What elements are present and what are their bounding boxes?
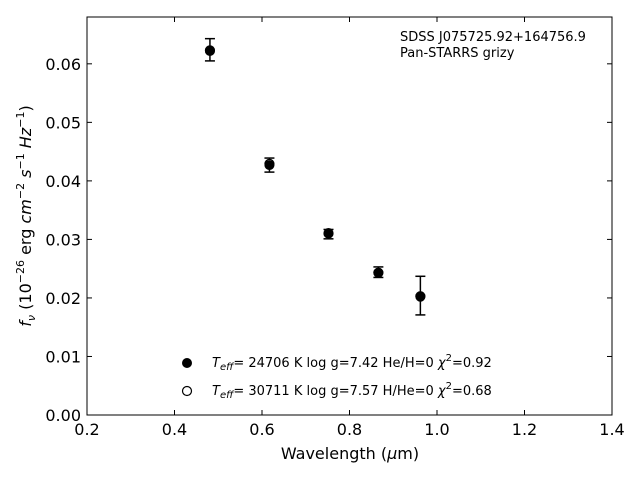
y-tick-label: 0.04 (45, 172, 81, 191)
legend-marker-filled (182, 358, 192, 368)
y-tick-label: 0.01 (45, 347, 81, 366)
legend: Teff= 24706 K log g=7.42 He/H=0 χ2=0.92 … (181, 353, 492, 401)
y-axis-label: fν (10−26 erg cm−2 s−1 Hz−1) (14, 105, 38, 326)
y-tick-label: 0.05 (45, 113, 81, 132)
x-axis-ticks: 0.2 0.4 0.6 0.8 1.0 1.2 1.4 (74, 17, 625, 439)
legend-entry-he: Teff= 24706 K log g=7.42 He/H=0 χ2=0.92 (212, 353, 492, 373)
x-tick-label: 1.4 (599, 420, 624, 439)
x-tick-label: 0.2 (74, 420, 99, 439)
y-tick-label: 0.03 (45, 230, 81, 249)
y-tick-label: 0.02 (45, 289, 81, 308)
legend-entry-h: Teff= 30711 K log g=7.57 H/He=0 χ2=0.68 (212, 381, 492, 401)
point-filled-circle (264, 160, 275, 171)
point-filled-circle (323, 227, 334, 238)
legend-marker-open (181, 385, 193, 397)
y-tick-label: 0.06 (45, 55, 81, 74)
x-tick-label: 1.2 (512, 420, 537, 439)
point-filled-circle (373, 267, 384, 278)
annotation-object-name: SDSS J075725.92+164756.9 (400, 30, 586, 45)
x-tick-label: 0.6 (249, 420, 274, 439)
x-tick-label: 0.8 (337, 420, 362, 439)
data-marks (204, 37, 426, 316)
y-tick-label: 0.00 (45, 406, 81, 425)
x-tick-label: 1.0 (424, 420, 449, 439)
point-filled-circle (415, 291, 426, 302)
point-filled-circle (204, 45, 215, 56)
y-axis-ticks: 0.00 0.01 0.02 0.03 0.04 0.05 0.06 (45, 55, 612, 425)
annotation-survey: Pan-STARRS grizy (400, 46, 515, 61)
x-tick-label: 0.4 (162, 420, 187, 439)
x-axis-label: Wavelength (μm) (281, 444, 419, 463)
